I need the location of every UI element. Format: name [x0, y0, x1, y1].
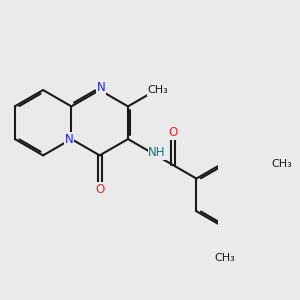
- Text: O: O: [95, 182, 104, 196]
- Text: N: N: [64, 133, 73, 146]
- Text: CH₃: CH₃: [272, 159, 292, 169]
- Text: NH: NH: [148, 146, 166, 159]
- Text: CH₃: CH₃: [214, 253, 235, 262]
- Text: N: N: [97, 81, 106, 94]
- Text: O: O: [169, 126, 178, 139]
- Text: CH₃: CH₃: [148, 85, 169, 95]
